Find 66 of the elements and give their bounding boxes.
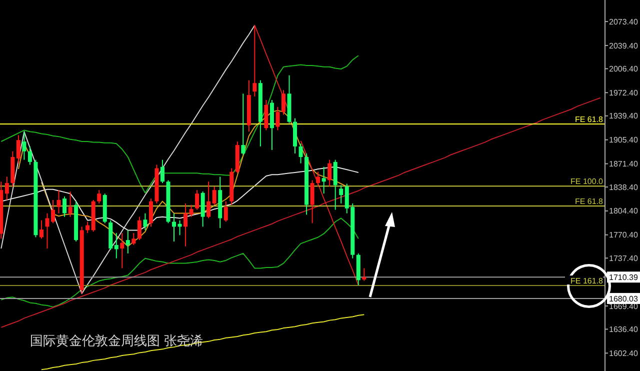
- candlestick: [264, 99, 268, 131]
- candlestick: [310, 180, 314, 224]
- ref-line-label: FE 61.8: [574, 197, 604, 206]
- y-tick-label: 1770.40: [609, 230, 638, 240]
- y-tick-label: 1804.40: [609, 206, 638, 216]
- candlestick: [137, 216, 142, 241]
- candlestick: [189, 204, 194, 218]
- candlestick: [252, 24, 257, 97]
- y-tick-label: 1871.40: [609, 160, 638, 169]
- candlestick: [4, 176, 9, 200]
- y-tick-label: 1636.40: [609, 324, 638, 334]
- candlestick: [148, 198, 153, 228]
- candlestick: [212, 186, 216, 206]
- candlestick: [39, 220, 44, 240]
- candlestick: [120, 232, 124, 269]
- candlestick: [224, 200, 228, 222]
- y-tick-label: 1905.40: [609, 136, 638, 145]
- ref-line-label: FE 100.0: [570, 177, 604, 186]
- y-tick-label: 2006.40: [609, 64, 638, 74]
- line-series: [0, 218, 359, 308]
- ref-line-label: 1710.39: [609, 272, 638, 282]
- candlestick: [322, 166, 326, 194]
- candlestick: [200, 190, 205, 228]
- line-series: [0, 55, 359, 194]
- candlestick: [195, 190, 200, 210]
- candlestick: [281, 90, 286, 116]
- candlestick: [298, 143, 303, 164]
- candlestick: [22, 131, 26, 160]
- candlestick: [28, 146, 32, 166]
- candlestick: [241, 93, 246, 156]
- candlestick: [206, 181, 211, 219]
- candlestick: [184, 202, 188, 247]
- candlestick: [114, 232, 118, 259]
- ref-line-label: 1680.03: [609, 294, 638, 304]
- candlestick: [362, 268, 366, 282]
- candlestick: [328, 159, 332, 188]
- y-tick-label: 2039.40: [609, 41, 638, 50]
- candlestick: [86, 221, 90, 234]
- candlestick: [276, 106, 280, 131]
- candlestick: [56, 190, 61, 214]
- ref-line-label: FE 161.8: [570, 276, 604, 286]
- candlestick: [339, 184, 344, 204]
- y-tick-label: 1838.40: [609, 182, 638, 192]
- candlestick: [132, 232, 136, 246]
- candlestick: [62, 196, 67, 218]
- ref-line-label: FE 61.8: [574, 115, 604, 124]
- candlestick: [16, 134, 20, 164]
- candlestick: [316, 171, 320, 188]
- candlestick: [51, 199, 56, 224]
- candlestick: [68, 190, 72, 218]
- candlestick: [97, 190, 102, 204]
- candlestick: [333, 159, 338, 210]
- y-tick-label: 1602.40: [609, 348, 638, 358]
- candlestick: [45, 212, 50, 250]
- candlestick: [126, 230, 130, 254]
- candlestick: [160, 159, 164, 184]
- line-series: [0, 97, 601, 328]
- line-series: [0, 24, 256, 294]
- line-series: [40, 314, 365, 370]
- candlestick: [172, 212, 176, 242]
- y-tick-label: 1939.40: [609, 112, 638, 121]
- y-tick-label: 2073.40: [609, 17, 638, 26]
- y-tick-label: 1669.40: [609, 302, 638, 311]
- candlestick: [143, 212, 148, 231]
- y-tick-label: 1737.40: [609, 254, 638, 263]
- y-tick-label: 1972.40: [609, 88, 638, 98]
